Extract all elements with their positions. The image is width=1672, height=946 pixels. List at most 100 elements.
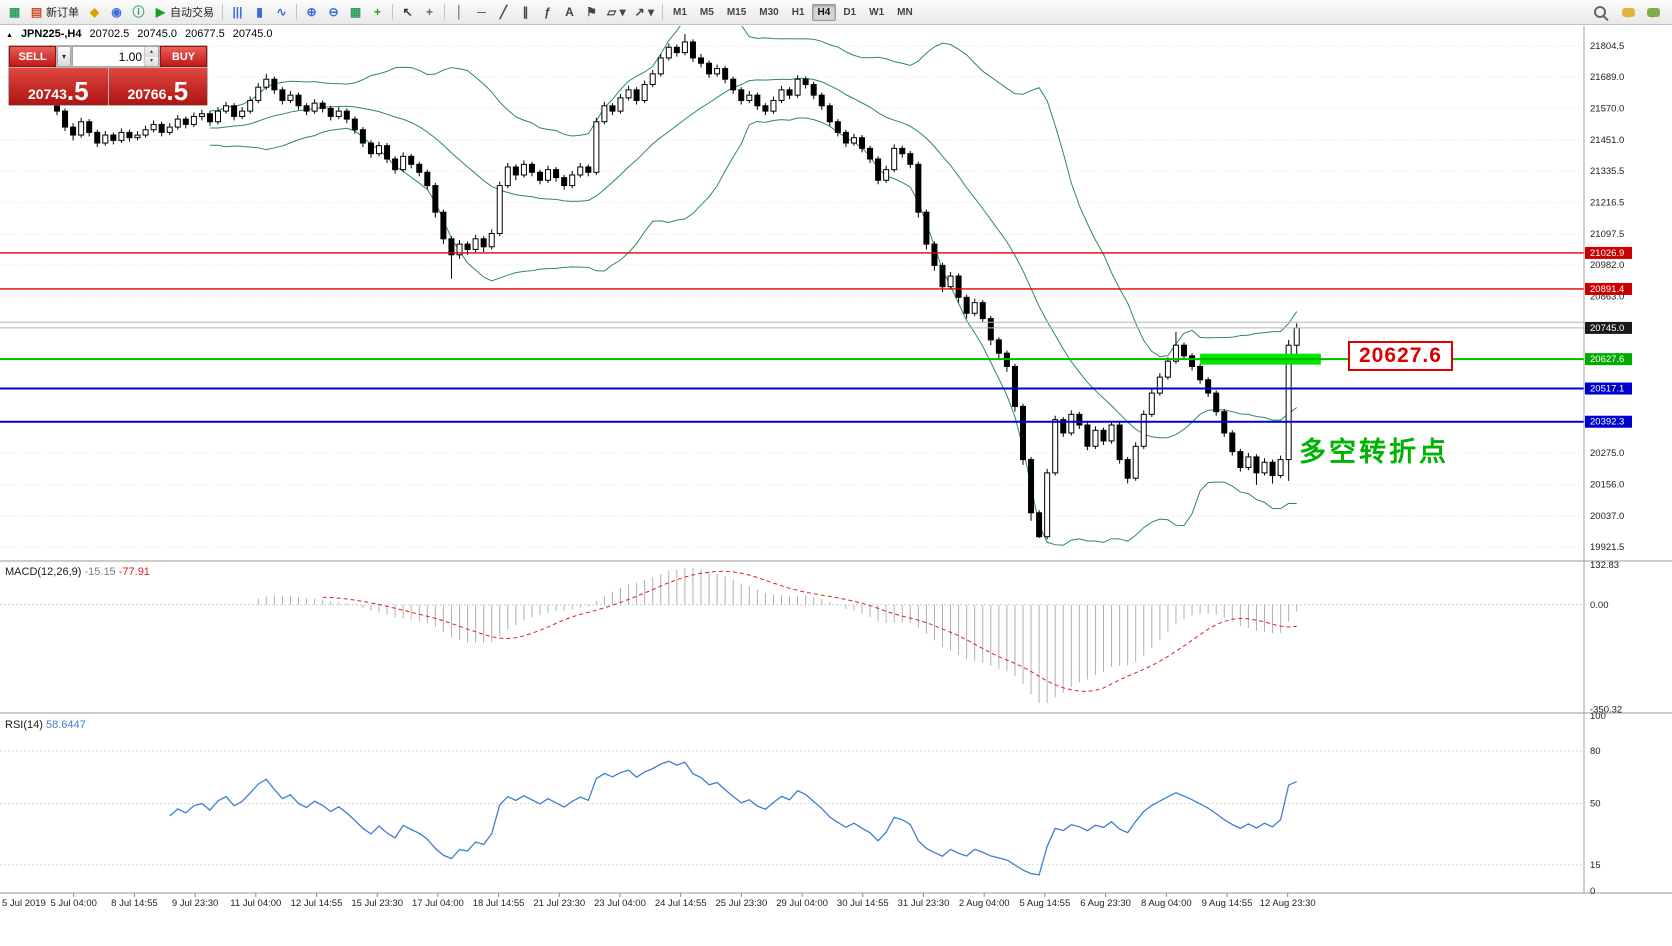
terminal-icon[interactable]: ▦ [4,1,25,23]
symbol-title: JPN225-,H4 [20,28,82,40]
price-tag-20392.3[interactable]: 20392.3 [1585,415,1632,428]
label-icon: ⚑ [586,5,597,19]
arrows-icon[interactable]: ↗ ▾ [631,1,658,23]
vertical-line-icon[interactable]: │ [449,1,470,23]
info-icon[interactable]: ⓘ [128,1,149,23]
timeframe-m15-button[interactable]: M15 [726,6,747,18]
timeframe-d1-button[interactable]: D1 [843,6,857,18]
svg-text:100: 100 [1590,711,1606,722]
svg-text:20745.0: 20745.0 [1590,323,1624,334]
horizontal-line-icon: ─ [477,5,486,19]
community-chat-button[interactable] [1618,1,1639,23]
volume-input[interactable]: 1.00 ▴ ▾ [72,46,159,67]
svg-text:12 Jul 14:55: 12 Jul 14:55 [291,898,343,909]
timeframe-m1-button[interactable]: M1 [673,6,687,18]
new-order-button[interactable]: ▤ 新订单 [26,1,83,23]
svg-text:8 Aug 04:00: 8 Aug 04:00 [1141,898,1192,909]
horizontal-line-icon[interactable]: ─ [471,1,492,23]
svg-text:0: 0 [1590,886,1595,897]
rsi-label: RSI(14) 58.6447 [5,719,86,731]
svg-text:20517.1: 20517.1 [1590,384,1624,395]
fibonacci-icon[interactable]: ƒ [537,1,558,23]
tile-windows-icon[interactable]: ▦ [345,1,366,23]
buy-price-display[interactable]: 20766.5 [108,68,207,105]
trendline-icon[interactable]: ╱ [493,1,514,23]
svg-text:20156.0: 20156.0 [1590,480,1624,491]
channel-icon[interactable]: ∥ [515,1,536,23]
svg-text:12 Aug 23:30: 12 Aug 23:30 [1260,898,1316,909]
shapes-icon[interactable]: ▱ ▾ [603,1,630,23]
indicators-icon[interactable]: + [367,1,388,23]
buy-button[interactable]: BUY [160,46,207,67]
toolbar-left-group: ▦ ▤ 新订单 ◆ ◉ ⓘ ▶ 自动交易 ||| ▮ ∿ ⊕ ⊖ ▦ + ↖ + │ ─ ╱ ∥ ƒ A ⚑ ▱ ▾ ↗ ▾ [4,1,666,23]
chat-bubble-icon [1622,7,1635,18]
autotrading-icon: ▶ [155,5,166,19]
trade-price-row: 20743.5 20766.5 [9,68,207,105]
svg-text:17 Jul 04:00: 17 Jul 04:00 [412,898,464,909]
cursor-icon[interactable]: ↖ [397,1,418,23]
sell-price-display[interactable]: 20743.5 [9,68,108,105]
volume-increase-button[interactable]: ▴ [145,47,158,57]
svg-text:23 Jul 04:00: 23 Jul 04:00 [594,898,646,909]
svg-text:20627.6: 20627.6 [1590,354,1624,365]
svg-text:20863.0: 20863.0 [1590,292,1624,303]
autotrading-button-label: 自动交易 [170,7,214,19]
favorites-icon[interactable]: ◆ [84,1,105,23]
trade-options-dropdown[interactable]: ▾ [57,46,71,67]
svg-text:15 Jul 23:30: 15 Jul 23:30 [351,898,403,909]
svg-text:20891.4: 20891.4 [1590,284,1624,295]
zoom-out-icon[interactable]: ⊖ [323,1,344,23]
search-button[interactable] [1588,1,1614,23]
price-tag-20627.6[interactable]: 20627.6 [1585,353,1632,366]
svg-text:29 Jul 04:00: 29 Jul 04:00 [776,898,828,909]
crosshair-icon[interactable]: + [419,1,440,23]
volume-decrease-button[interactable]: ▾ [145,56,158,66]
arrows-icon: ↗ ▾ [634,5,655,19]
timeframe-m5-button[interactable]: M5 [699,6,714,18]
zoom-in-icon[interactable]: ⊕ [301,1,322,23]
timeframe-m30-button[interactable]: M30 [759,6,779,18]
sell-button[interactable]: SELL [9,46,56,67]
price-tag-21026.9[interactable]: 21026.9 [1585,246,1632,259]
svg-text:9 Jul 23:30: 9 Jul 23:30 [172,898,218,909]
line-chart-icon[interactable]: ∿ [271,1,292,23]
price-axis[interactable]: 21804.5 21689.0 21570.0 21451.0 21335.5 21216… [1585,41,1632,553]
info-icon: ⓘ [132,5,145,19]
time-axis[interactable]: 5 Jul 2019 5 Jul 04:00 8 Jul 14:55 9 Jul 23… [2,893,1316,909]
indicators-icon: + [373,5,381,19]
svg-text:15: 15 [1590,860,1601,871]
timeframe-w1-button[interactable]: W1 [869,6,885,18]
timeframe-h4-button[interactable]: H4 [811,3,837,21]
timeframe-mn-button[interactable]: MN [897,6,913,18]
messages-button[interactable] [1643,1,1664,23]
autotrading-button[interactable]: ▶ 自动交易 [150,1,218,23]
candlestick-chart-icon[interactable]: ▮ [249,1,270,23]
line-chart-icon: ∿ [276,5,287,19]
price-tag-20745.0[interactable]: 20745.0 [1585,321,1632,334]
price-zone-label[interactable]: 20627.6 [1348,341,1453,371]
vertical-line-icon: │ [455,5,464,19]
text-icon[interactable]: A [559,1,580,23]
bar-chart-icon[interactable]: ||| [227,1,248,23]
svg-text:80: 80 [1590,746,1601,757]
rsi-pane: 100 80 50 15 0 RSI(14) 58.6447 [0,711,1606,897]
profiles-icon[interactable]: ◉ [106,1,127,23]
price-tag-20517.1[interactable]: 20517.1 [1585,382,1632,395]
grid-layer [0,45,1584,548]
sell-price-main: 20743 [27,85,67,102]
volume-spinner: ▴ ▾ [144,47,158,66]
svg-text:9 Aug 14:55: 9 Aug 14:55 [1202,898,1253,909]
svg-text:20982.0: 20982.0 [1590,260,1624,271]
pivot-annotation[interactable]: 多空转折点 [1299,437,1449,467]
svg-text:21570.0: 21570.0 [1590,103,1624,114]
shapes-icon: ▱ ▾ [607,5,626,19]
svg-text:19921.5: 19921.5 [1590,542,1624,553]
svg-text:20392.3: 20392.3 [1590,417,1624,428]
price-tag-20891.4[interactable]: 20891.4 [1585,282,1632,295]
svg-text:30 Jul 14:55: 30 Jul 14:55 [837,898,889,909]
toolbar: ▦ ▤ 新订单 ◆ ◉ ⓘ ▶ 自动交易 ||| ▮ ∿ ⊕ ⊖ ▦ + ↖ + │ ─ ╱ ∥ ƒ A ⚑ ▱ ▾ ↗ ▾ M1… [0,0,1672,25]
timeframe-h1-button[interactable]: H1 [791,6,805,18]
label-icon[interactable]: ⚑ [581,1,602,23]
candles-layer [54,33,1300,540]
